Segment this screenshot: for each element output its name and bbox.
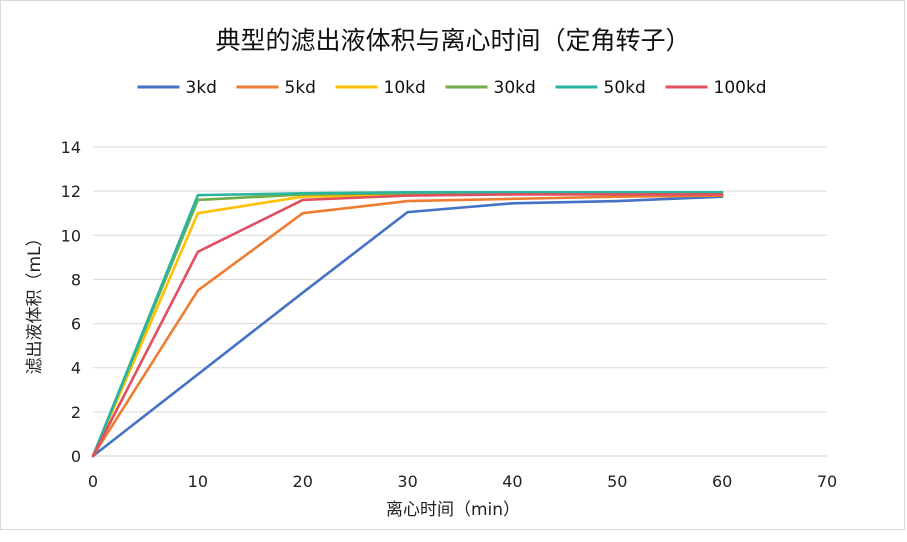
grid: [93, 146, 827, 413]
series-line-10kd: [91, 190, 724, 458]
y-tick-label: 8: [71, 270, 81, 289]
x-tick-label: 70: [817, 472, 837, 491]
y-tick-label: 12: [61, 182, 81, 201]
legend-label: 100kd: [714, 78, 767, 98]
y-tick-label: 0: [71, 447, 81, 466]
legend-label: 50kd: [604, 78, 646, 98]
legend-item-30kd: 30kd: [445, 78, 536, 98]
legend-label: 3kd: [186, 78, 217, 98]
y-tick-label: 4: [71, 359, 81, 378]
legend-item-100kd: 100kd: [665, 78, 767, 98]
x-tick-label: 40: [502, 472, 522, 491]
x-tick-label: 50: [607, 472, 627, 491]
legend: 3kd 5kd 10kd 30kd 50kd 100kd: [137, 78, 767, 98]
line-chart: 典型的滤出液体积与离心时间（定角转子） 3kd 5kd 10kd 30kd 50kd 10…: [25, 26, 838, 520]
series-line-30kd: [91, 190, 724, 458]
series-line-3kd: [91, 195, 724, 458]
legend-label: 30kd: [494, 78, 536, 98]
series-line-50kd: [91, 190, 724, 458]
legend-label: 10kd: [384, 78, 426, 98]
legend-item-3kd: 3kd: [137, 78, 217, 98]
series-lines: [91, 190, 724, 458]
x-tick-label: 30: [397, 472, 417, 491]
y-tick-label: 14: [61, 138, 81, 157]
x-tick-label: 0: [88, 472, 98, 491]
chart-title: 典型的滤出液体积与离心时间（定角转子）: [215, 26, 690, 55]
legend-item-50kd: 50kd: [555, 78, 646, 98]
chart-frame: 典型的滤出液体积与离心时间（定角转子） 3kd 5kd 10kd 30kd 50kd 10…: [0, 0, 905, 530]
x-axis-label: 离心时间（min）: [386, 500, 520, 520]
x-tick-label: 20: [293, 472, 313, 491]
y-axis-label: 滤出液体积（mL）: [25, 229, 45, 374]
legend-item-10kd: 10kd: [335, 78, 426, 98]
series-line-5kd: [91, 194, 724, 458]
axes: 0 2 4 6 8 10 12 14 0 10 20 30 40 50 60 70: [61, 138, 838, 491]
y-tick-label: 10: [61, 226, 81, 245]
series-line-100kd: [91, 193, 724, 458]
x-tick-label: 60: [712, 472, 732, 491]
legend-item-5kd: 5kd: [236, 78, 316, 98]
y-tick-label: 6: [71, 315, 81, 334]
x-tick-label: 10: [188, 472, 208, 491]
legend-label: 5kd: [285, 78, 316, 98]
y-tick-label: 2: [71, 403, 81, 422]
